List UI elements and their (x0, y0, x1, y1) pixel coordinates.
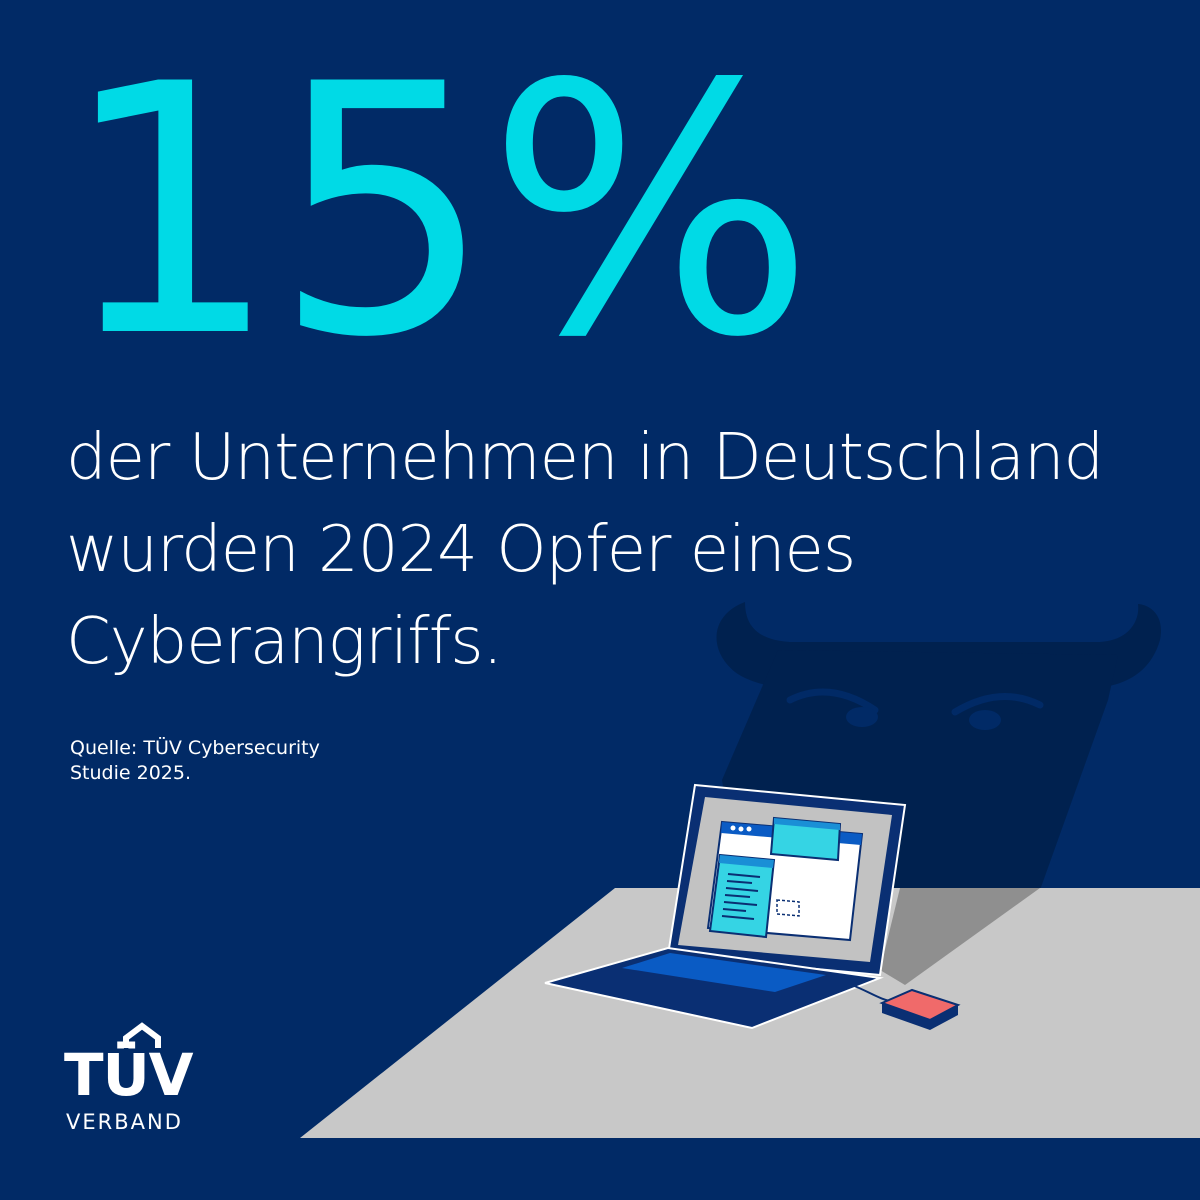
roof-icon (123, 1022, 161, 1048)
headline-statistic: 15% (60, 12, 815, 413)
source-line-2: Studie 2025. (70, 762, 192, 784)
headline-line-1: der Unternehmen in Deutschland (66, 421, 1104, 495)
laptop-icon (544, 783, 907, 1030)
source-line-1: Quelle: TÜV Cybersecurity (70, 737, 320, 759)
headline-text: der Unternehmen in Deutschland wurden 20… (66, 412, 1104, 688)
tuv-verband-logo: TÜV VERBAND (64, 1022, 204, 1137)
headline-line-3: Cyberangriffs. (66, 605, 503, 679)
logo-brand: TÜV (64, 1041, 194, 1109)
headline-line-2: wurden 2024 Opfer eines (66, 513, 856, 587)
table-shadow (880, 888, 1040, 985)
logo-subtitle: VERBAND (66, 1110, 183, 1134)
source-note: Quelle: TÜV Cybersecurity Studie 2025. (70, 736, 320, 786)
external-drive-icon (879, 988, 961, 1030)
